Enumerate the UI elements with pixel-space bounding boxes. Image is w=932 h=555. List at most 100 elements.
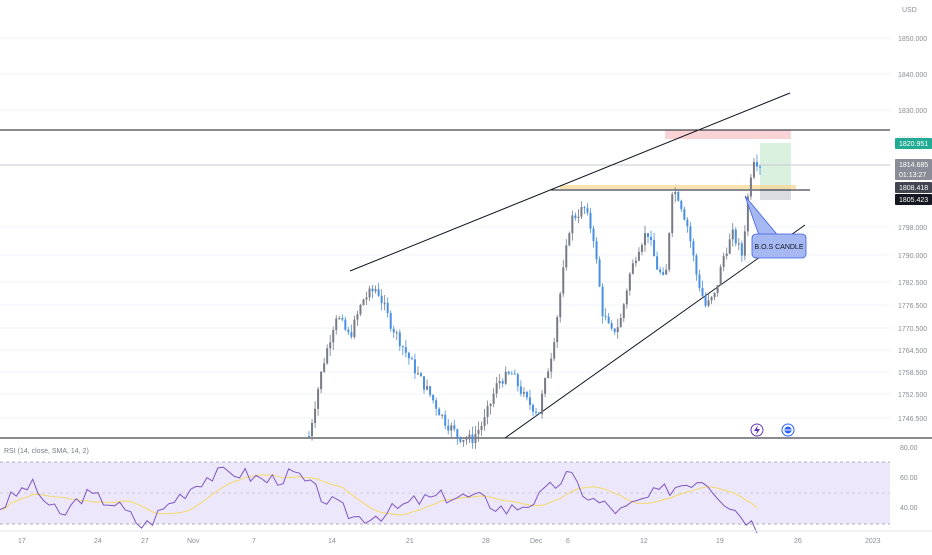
candle xyxy=(589,208,592,233)
candle xyxy=(459,436,462,444)
price-tick: 1840.000 xyxy=(898,72,927,79)
time-axis[interactable]: 17 24 27 Nov 7 14 21 28 Dec 6 12 19 26 2… xyxy=(0,530,932,545)
candle xyxy=(671,191,674,237)
candle xyxy=(592,225,595,248)
candle xyxy=(586,203,589,216)
candle xyxy=(731,223,734,247)
countdown-label: 01:13:27 xyxy=(899,172,926,179)
candle xyxy=(580,201,583,220)
candle xyxy=(677,188,680,202)
candle xyxy=(574,212,577,221)
candle xyxy=(656,251,659,270)
price-tick: 1758.500 xyxy=(898,370,927,377)
trendlines[interactable] xyxy=(0,92,932,439)
time-tick: 26 xyxy=(794,538,802,545)
candle xyxy=(507,370,510,376)
candle xyxy=(616,318,619,339)
candle xyxy=(374,285,377,294)
candle xyxy=(510,371,513,375)
candle xyxy=(547,368,550,379)
candle xyxy=(647,233,650,244)
price-axis[interactable]: USD 1850.000 1840.000 1830.000 1820.000 … xyxy=(895,7,932,423)
candle xyxy=(426,379,429,391)
rsi-title: RSI (14, close, SMA, 14, 2) xyxy=(4,448,89,455)
lightning-icon[interactable] xyxy=(750,423,764,437)
candle xyxy=(359,303,362,317)
candle xyxy=(659,266,662,275)
time-tick: 19 xyxy=(716,538,724,545)
bos-callout-box[interactable] xyxy=(751,233,807,259)
candle xyxy=(631,259,634,275)
candle xyxy=(653,232,656,257)
time-tick: 2023 xyxy=(865,538,881,545)
candle xyxy=(383,295,386,311)
candle xyxy=(513,369,516,375)
candle xyxy=(692,238,695,262)
candle xyxy=(577,209,580,224)
candle xyxy=(550,352,553,379)
candle xyxy=(571,210,574,241)
rsi-pane[interactable]: RSI (14, close, SMA, 14, 2) 80.00 60.00 … xyxy=(0,445,918,534)
rsi-level-label: 40.00 xyxy=(900,505,918,512)
candle xyxy=(704,292,707,308)
price-badge-current-label: 1814.685 xyxy=(899,162,928,169)
candle xyxy=(519,380,522,397)
candle xyxy=(317,386,320,416)
price-badge-bottom-label: 1805.423 xyxy=(899,197,928,204)
candle xyxy=(759,164,761,175)
candle xyxy=(628,272,631,296)
candle xyxy=(525,390,528,401)
candle xyxy=(447,419,450,435)
candle xyxy=(643,225,646,252)
flag-icon[interactable] xyxy=(781,423,795,437)
candle xyxy=(674,187,677,203)
candle xyxy=(474,425,477,449)
time-tick: 21 xyxy=(406,538,414,545)
candle xyxy=(707,294,710,308)
candle xyxy=(710,296,713,305)
candle xyxy=(719,264,722,286)
time-tick: 27 xyxy=(141,538,149,545)
candle xyxy=(743,225,746,261)
candle xyxy=(377,282,380,297)
candle xyxy=(498,373,501,389)
candle xyxy=(538,412,541,415)
price-tick: 1776.500 xyxy=(898,303,927,310)
candle xyxy=(365,291,368,305)
candle xyxy=(311,419,314,441)
candle xyxy=(380,289,383,311)
wedge-lower-line[interactable] xyxy=(504,224,806,439)
candle xyxy=(689,222,692,249)
candle xyxy=(410,356,413,360)
candle xyxy=(495,376,498,398)
candle xyxy=(553,337,556,361)
price-tick: 1790.000 xyxy=(898,253,927,260)
bos-callout-label: B.O.S CANDLE xyxy=(754,244,803,251)
price-badge-top xyxy=(895,138,932,149)
supply-zone xyxy=(665,130,791,139)
candle xyxy=(541,390,544,419)
candle xyxy=(749,173,752,200)
price-tick: 1798.000 xyxy=(898,225,927,232)
candle xyxy=(483,408,486,431)
bos-callout[interactable]: B.O.S CANDLE xyxy=(744,195,807,259)
candle xyxy=(613,328,616,335)
candle xyxy=(332,326,335,351)
candle xyxy=(662,267,665,276)
candle xyxy=(341,314,344,322)
price-badge-mid xyxy=(895,182,932,193)
candle xyxy=(556,315,559,348)
candle xyxy=(695,253,698,281)
candle xyxy=(413,353,416,379)
price-badge-current xyxy=(895,159,932,180)
candle xyxy=(504,366,507,386)
candle xyxy=(407,351,410,365)
wedge-upper-line[interactable] xyxy=(349,92,791,272)
candle xyxy=(625,288,628,309)
candle xyxy=(698,269,701,292)
candle xyxy=(347,326,350,335)
time-tick: 7 xyxy=(252,538,256,545)
candle xyxy=(501,378,504,388)
candle xyxy=(734,227,737,247)
